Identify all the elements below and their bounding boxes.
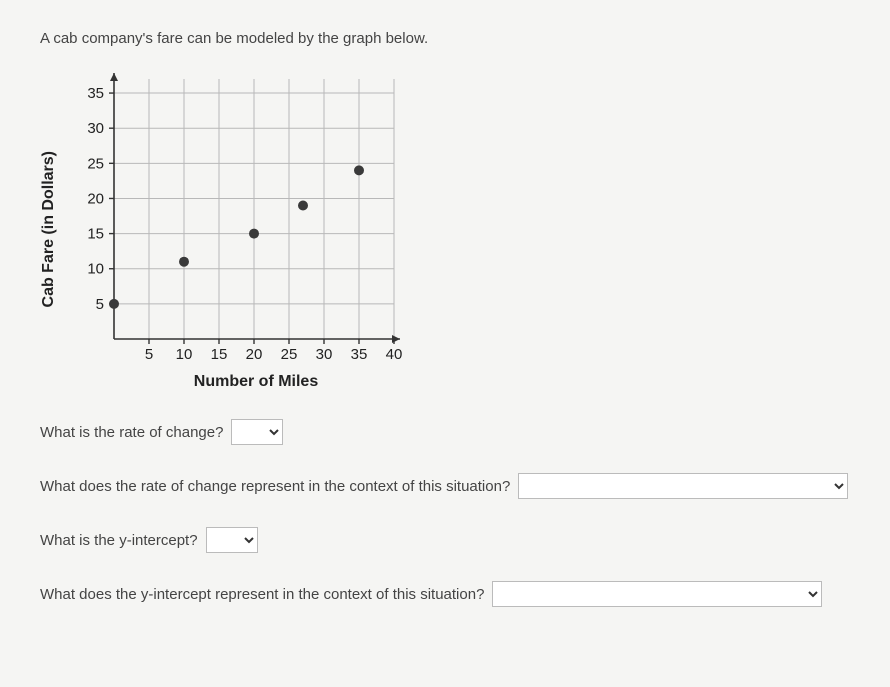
question-3-text: What is the y-intercept?	[40, 532, 198, 549]
svg-text:20: 20	[246, 346, 263, 363]
svg-text:5: 5	[145, 346, 153, 363]
svg-text:10: 10	[176, 346, 193, 363]
chart-container: Cab Fare (in Dollars) 5 10 15 20 25 30 35 40 5 10…	[40, 67, 850, 391]
y-intercept-select[interactable]	[206, 527, 258, 553]
question-3: What is the y-intercept?	[40, 527, 850, 553]
svg-text:40: 40	[386, 346, 403, 363]
question-2-text: What does the rate of change represent i…	[40, 478, 510, 495]
scatter-chart: 5 10 15 20 25 30 35 40 5 10 15 20 25 30 35	[66, 67, 406, 367]
svg-text:10: 10	[87, 261, 104, 278]
question-1-text: What is the rate of change?	[40, 424, 223, 441]
y-axis-label: Cab Fare (in Dollars)	[40, 151, 58, 307]
question-4-text: What does the y-intercept represent in t…	[40, 586, 484, 603]
question-1: What is the rate of change?	[40, 419, 850, 445]
svg-text:25: 25	[87, 155, 104, 172]
problem-prompt: A cab company's fare can be modeled by t…	[40, 30, 850, 47]
svg-text:20: 20	[87, 190, 104, 207]
svg-text:25: 25	[281, 346, 298, 363]
svg-text:15: 15	[211, 346, 228, 363]
question-2: What does the rate of change represent i…	[40, 473, 850, 499]
svg-text:30: 30	[87, 120, 104, 137]
x-axis-label: Number of Miles	[154, 373, 318, 391]
svg-text:15: 15	[87, 226, 104, 243]
y-intercept-context-select[interactable]	[492, 581, 822, 607]
question-4: What does the y-intercept represent in t…	[40, 581, 850, 607]
svg-text:5: 5	[96, 296, 104, 313]
svg-text:35: 35	[87, 85, 104, 102]
rate-of-change-context-select[interactable]	[518, 473, 848, 499]
rate-of-change-select[interactable]	[231, 419, 283, 445]
svg-text:35: 35	[351, 346, 368, 363]
svg-text:30: 30	[316, 346, 333, 363]
